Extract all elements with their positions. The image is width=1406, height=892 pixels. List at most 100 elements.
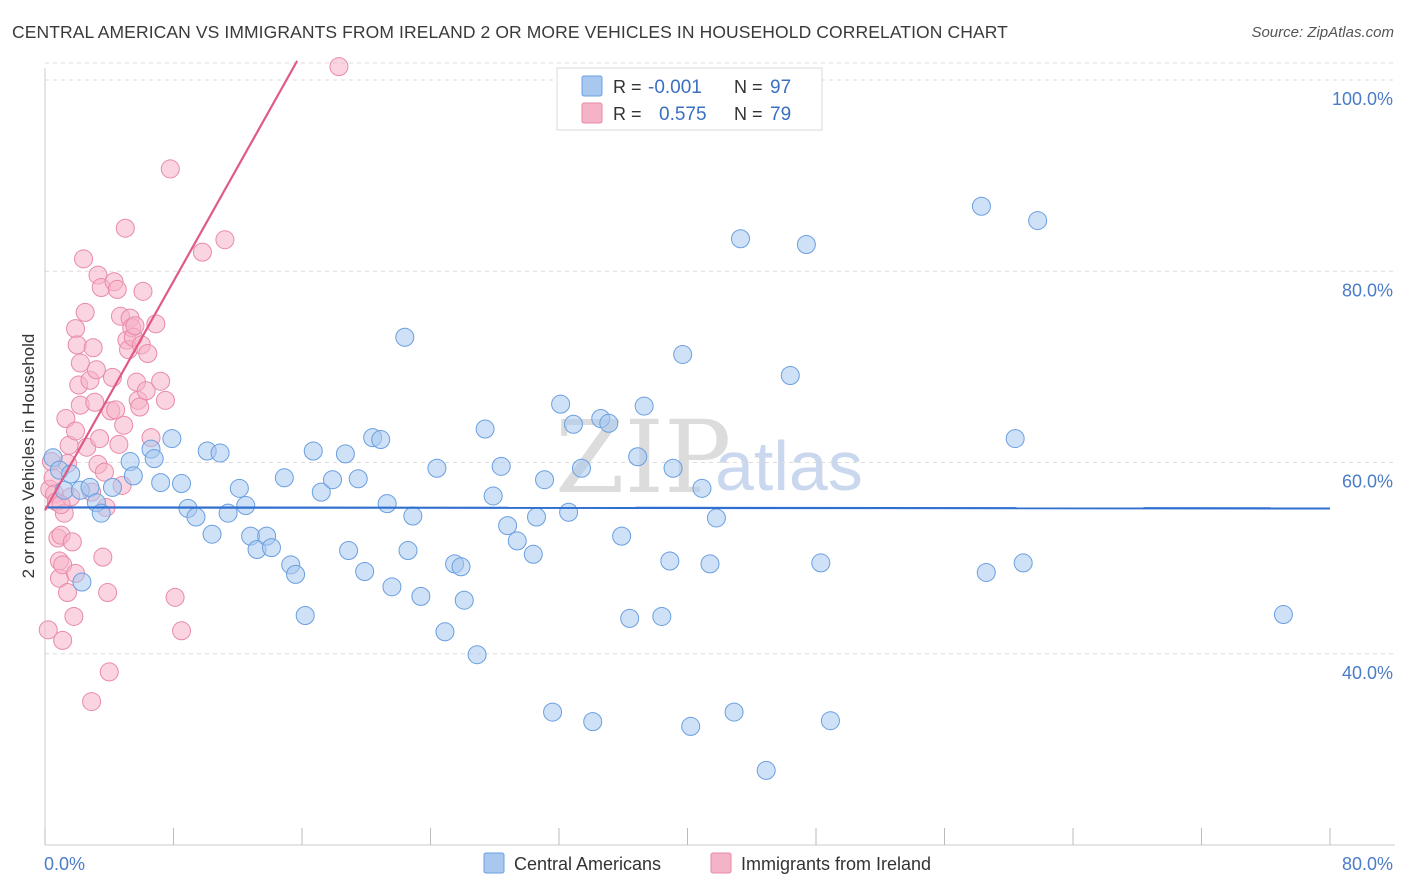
- point-central-americans-48: [427, 458, 447, 478]
- point-central-americans-9: [102, 477, 122, 497]
- point-central-americans-8: [91, 503, 111, 523]
- point-central-americans-84: [756, 760, 776, 780]
- point-central-americans-28: [261, 538, 281, 558]
- point-central-americans-36: [335, 444, 355, 464]
- point-central-americans-93: [1028, 211, 1048, 231]
- legend-n-value-2: 79: [770, 104, 791, 125]
- point-central-americans-94: [1273, 605, 1293, 625]
- bottom-legend: Central Americans Immigrants from Irelan…: [483, 852, 931, 874]
- point-ireland-72: [165, 587, 185, 607]
- point-ireland-40: [94, 462, 114, 482]
- point-central-americans-91: [1005, 429, 1025, 449]
- point-central-americans-55: [483, 486, 503, 506]
- legend-swatch-pink: [581, 102, 603, 124]
- point-central-americans-34: [311, 482, 331, 502]
- y-axis-label: 2 or more Vehicles in Household: [19, 334, 38, 579]
- point-central-americans-83: [731, 229, 751, 249]
- point-central-americans-47: [411, 586, 431, 606]
- point-central-americans-5: [72, 572, 92, 592]
- legend-box: R = -0.001 N = 97 R = 0.575 N = 79: [556, 67, 823, 131]
- legend-r-label-2: R =: [613, 104, 642, 124]
- point-ireland-33: [85, 392, 105, 412]
- point-ireland-62: [130, 397, 150, 417]
- point-central-americans-18: [186, 507, 206, 527]
- point-central-americans-63: [551, 394, 571, 414]
- point-ireland-47: [106, 400, 126, 420]
- point-central-americans-44: [395, 327, 415, 347]
- tick-labels: 40.0% 60.0% 80.0% 100.0% 0.0% 80.0%: [44, 89, 1393, 874]
- point-central-americans-62: [543, 702, 563, 722]
- point-ireland-39: [93, 547, 113, 567]
- point-central-americans-21: [210, 443, 230, 463]
- point-ireland-59: [125, 316, 145, 336]
- point-ireland-28: [75, 302, 95, 322]
- point-central-americans-13: [144, 449, 164, 469]
- point-central-americans-88: [820, 711, 840, 731]
- point-central-americans-46: [403, 506, 423, 526]
- point-ireland-0: [38, 620, 58, 640]
- point-central-americans-87: [811, 553, 831, 573]
- point-central-americans-53: [467, 645, 487, 665]
- point-central-americans-74: [652, 606, 672, 626]
- legend-n-value-1: 97: [770, 77, 791, 98]
- point-central-americans-51: [451, 557, 471, 577]
- point-ireland-25: [70, 353, 90, 373]
- point-ireland-74: [192, 242, 212, 262]
- point-ireland-66: [138, 343, 158, 363]
- point-ireland-20: [66, 421, 86, 441]
- point-central-americans-92: [1013, 553, 1033, 573]
- legend-r-value-1: -0.001: [648, 77, 702, 98]
- watermark-atlas: atlas: [715, 427, 863, 505]
- point-ireland-27: [74, 249, 94, 269]
- bottom-legend-swatch-blue: [483, 852, 505, 874]
- x-tick-label-min: 0.0%: [44, 854, 85, 874]
- point-central-americans-80: [700, 554, 720, 574]
- legend-r-label-1: R =: [613, 77, 642, 97]
- point-ireland-64: [133, 281, 153, 301]
- point-central-americans-59: [523, 544, 543, 564]
- bottom-legend-central-americans: Central Americans: [514, 854, 661, 874]
- point-central-americans-71: [620, 608, 640, 628]
- point-ireland-77: [82, 692, 102, 712]
- point-central-americans-24: [236, 496, 256, 516]
- point-ireland-70: [155, 390, 175, 410]
- point-central-americans-75: [660, 551, 680, 571]
- point-central-americans-60: [527, 507, 547, 527]
- trend-line-central-americans: [44, 506, 1331, 510]
- point-central-americans-57: [498, 516, 518, 536]
- point-central-americans-85: [780, 365, 800, 385]
- point-central-americans-32: [295, 606, 315, 625]
- point-central-americans-78: [681, 716, 701, 736]
- point-central-americans-79: [692, 478, 712, 498]
- point-central-americans-38: [348, 469, 368, 489]
- point-central-americans-73: [634, 396, 654, 416]
- point-central-americans-76: [663, 458, 683, 478]
- point-central-americans-41: [371, 430, 391, 450]
- y-tick-label-80: 80.0%: [1342, 280, 1393, 300]
- point-central-americans-20: [202, 524, 222, 544]
- point-central-americans-45: [398, 540, 418, 560]
- y-tick-label-60: 60.0%: [1342, 472, 1393, 492]
- trend-line-ireland: [44, 60, 299, 511]
- point-ireland-37: [90, 429, 110, 449]
- point-ireland-53: [115, 218, 135, 238]
- point-central-americans-43: [382, 577, 402, 597]
- y-tick-label-100: 100.0%: [1332, 89, 1393, 109]
- point-central-americans-65: [563, 414, 583, 434]
- point-ireland-71: [160, 159, 180, 179]
- point-ireland-48: [107, 279, 127, 299]
- x-tick-label-max: 80.0%: [1342, 854, 1393, 874]
- point-central-americans-64: [559, 502, 579, 522]
- legend-r-value-2: 0.575: [659, 104, 707, 125]
- point-central-americans-67: [583, 712, 603, 732]
- point-central-americans-86: [796, 234, 816, 254]
- legend-n-label-2: N =: [734, 104, 763, 124]
- point-ireland-52: [114, 415, 134, 435]
- point-central-americans-29: [274, 468, 294, 488]
- chart-title: CENTRAL AMERICAN VS IMMIGRANTS FROM IREL…: [12, 22, 1008, 42]
- point-ireland-42: [98, 583, 118, 603]
- y-tick-label-40: 40.0%: [1342, 663, 1393, 683]
- point-ireland-49: [109, 434, 129, 454]
- point-central-americans-77: [673, 344, 693, 364]
